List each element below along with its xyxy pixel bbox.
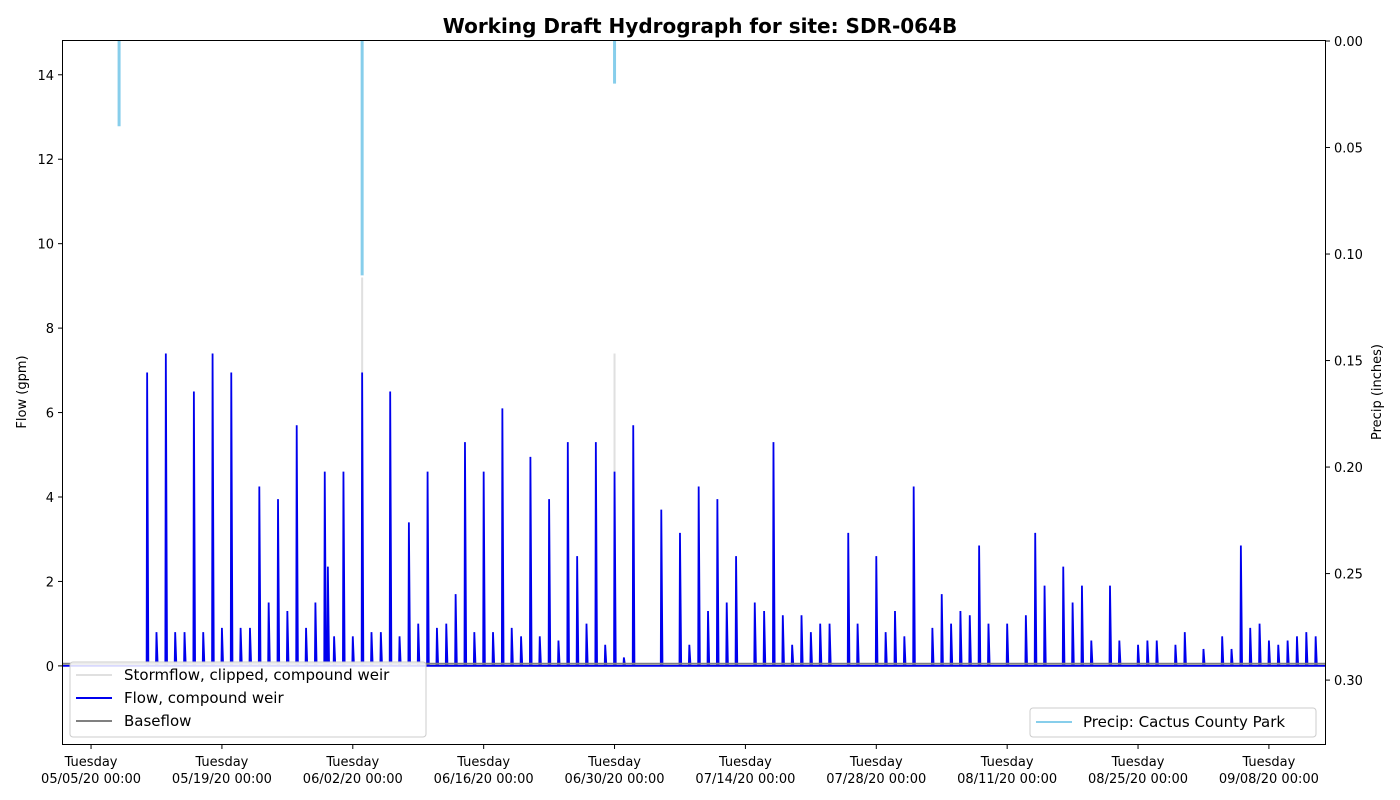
x-tick-label: Tuesday [456, 755, 510, 770]
x-tick-label: 06/30/20 00:00 [565, 772, 665, 787]
legend-label: Precip: Cactus County Park [1083, 713, 1285, 731]
x-tick-label: 07/28/20 00:00 [826, 772, 926, 787]
y-right-tick-label: 0.05 [1334, 142, 1363, 157]
x-tick-label: 08/25/20 00:00 [1088, 772, 1188, 787]
y-right-tick-label: 0.10 [1334, 248, 1363, 263]
y-left-tick-label: 6 [46, 407, 54, 422]
x-tick-label: Tuesday [1111, 755, 1165, 770]
y-right-tick-label: 0.00 [1334, 35, 1363, 50]
x-tick-label: Tuesday [64, 755, 118, 770]
y-right-tick-label: 0.25 [1334, 568, 1363, 583]
x-tick-label: 08/11/20 00:00 [957, 772, 1057, 787]
y-right-tick-label: 0.30 [1334, 674, 1363, 689]
x-tick-label: Tuesday [849, 755, 903, 770]
series-flow [63, 353, 1325, 667]
x-tick-label: 05/05/20 00:00 [41, 772, 141, 787]
y-left-tick-label: 12 [37, 153, 54, 168]
x-tick-label: 05/19/20 00:00 [172, 772, 272, 787]
flow-line [63, 353, 1325, 667]
x-tick-label: Tuesday [718, 755, 772, 770]
y-left-tick-label: 4 [46, 491, 54, 506]
series-precip [117, 41, 617, 276]
legend-right: Precip: Cactus County Park [1029, 707, 1317, 738]
x-tick-label: 09/08/20 00:00 [1219, 772, 1319, 787]
x-tick-label: Tuesday [587, 755, 641, 770]
x-tick-label: 07/14/20 00:00 [695, 772, 795, 787]
y-left-tick-label: 2 [46, 575, 54, 590]
y-axis-right-label: Precip (inches) [1370, 344, 1385, 440]
x-tick-label: Tuesday [325, 755, 379, 770]
legend-label: Baseflow [124, 712, 191, 730]
x-tick-label: Tuesday [1241, 755, 1295, 770]
x-tick-label: Tuesday [980, 755, 1034, 770]
legend-label: Stormflow, clipped, compound weir [124, 666, 390, 684]
x-tick-label: 06/02/20 00:00 [303, 772, 403, 787]
y-axis-left-label: Flow (gpm) [15, 355, 30, 428]
x-tick-label: 06/16/20 00:00 [434, 772, 534, 787]
chart-title: Working Draft Hydrograph for site: SDR-0… [443, 14, 958, 38]
y-right-tick-label: 0.15 [1334, 355, 1363, 370]
y-left-tick-label: 0 [46, 660, 54, 675]
y-right-tick-label: 0.20 [1334, 461, 1363, 476]
legend-label: Flow, compound weir [124, 689, 284, 707]
y-left-tick-label: 8 [46, 322, 54, 337]
legend-left: Stormflow, clipped, compound weir Flow, c… [69, 661, 427, 738]
y-left-tick-label: 14 [37, 69, 54, 84]
y-left-tick-label: 10 [37, 238, 54, 253]
plot-frame [62, 40, 1326, 745]
x-tick-label: Tuesday [194, 755, 248, 770]
